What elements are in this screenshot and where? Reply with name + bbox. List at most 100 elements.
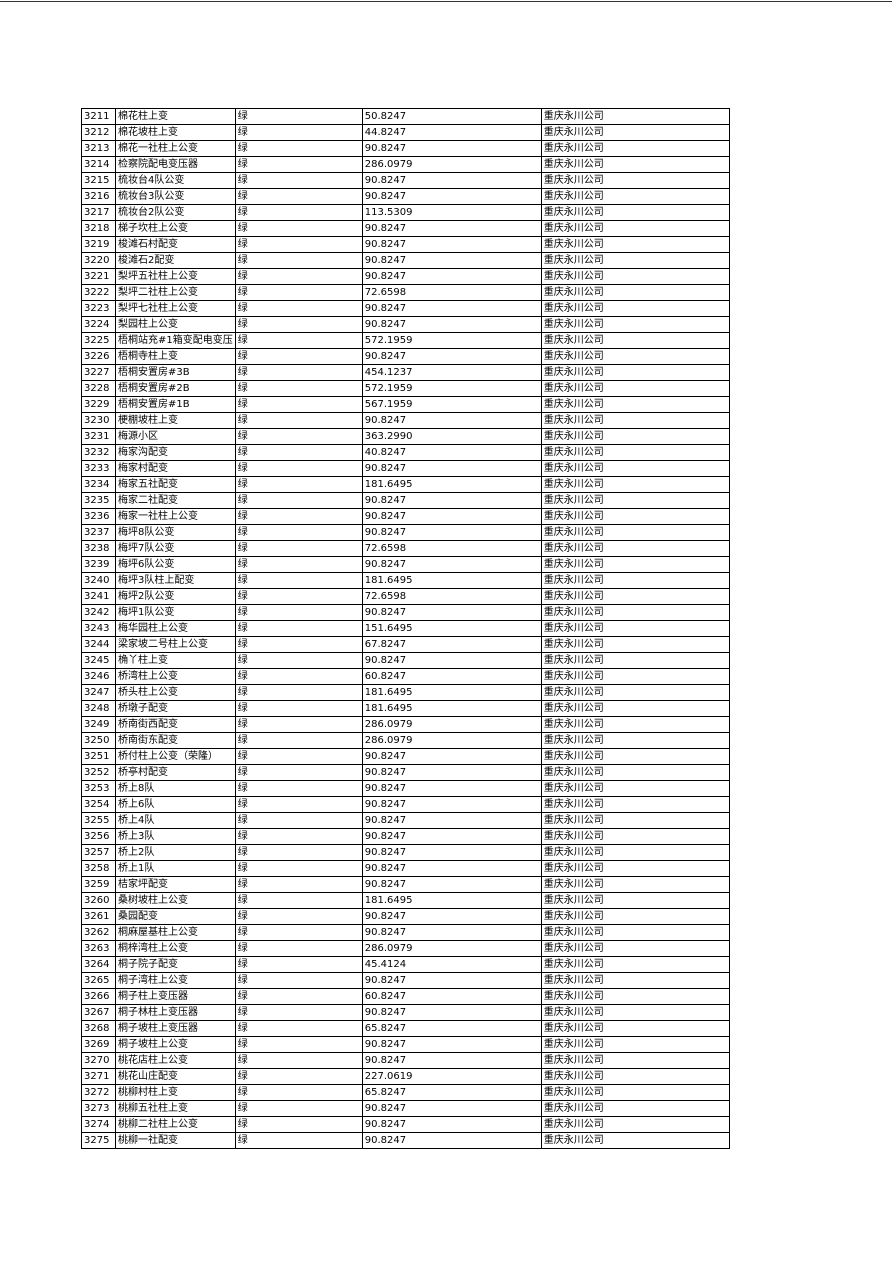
company: 重庆永川公司 — [540, 748, 730, 765]
row-id: 3275 — [81, 1132, 116, 1149]
value: 90.8247 — [361, 908, 542, 925]
station-name: 梳妆台3队公变 — [115, 188, 236, 205]
status: 绿 — [234, 636, 363, 653]
status: 绿 — [234, 924, 363, 941]
company: 重庆永川公司 — [540, 732, 730, 749]
station-name: 梭滩石村配变 — [115, 236, 236, 253]
station-name: 桥上8队 — [115, 780, 236, 797]
status: 绿 — [234, 428, 363, 445]
value: 363.2990 — [361, 428, 542, 445]
station-name: 梅家一社柱上公变 — [115, 508, 236, 525]
row-id: 3219 — [81, 236, 116, 253]
value: 90.8247 — [361, 796, 542, 813]
row-id: 3259 — [81, 876, 116, 893]
row-id: 3244 — [81, 636, 116, 653]
status: 绿 — [234, 748, 363, 765]
station-name: 梅家二社配变 — [115, 492, 236, 509]
table-body: 3211 棉花柱上变绿 50.8247 重庆永川公司 3212 棉花坡柱上变绿 44.824… — [81, 108, 730, 1149]
value: 286.0979 — [361, 156, 542, 173]
status: 绿 — [234, 1132, 363, 1149]
value: 90.8247 — [361, 748, 542, 765]
station-name: 桐子柱上变压器 — [115, 988, 236, 1005]
status: 绿 — [234, 716, 363, 733]
table-row: 3212 棉花坡柱上变绿 44.8247 重庆永川公司 — [81, 124, 730, 141]
station-name: 梗棚坡柱上变 — [115, 412, 236, 429]
value: 72.6598 — [361, 284, 542, 301]
value: 90.8247 — [361, 604, 542, 621]
value: 572.1959 — [361, 332, 542, 349]
station-name: 桐子院子配变 — [115, 956, 236, 973]
status: 绿 — [234, 588, 363, 605]
station-name: 桃花店柱上公变 — [115, 1052, 236, 1069]
status: 绿 — [234, 652, 363, 669]
station-name: 桥亭村配变 — [115, 764, 236, 781]
row-id: 3250 — [81, 732, 116, 749]
table-row: 3231 梅源小区绿 363.2990 重庆永川公司 — [81, 428, 730, 445]
value: 90.8247 — [361, 300, 542, 317]
table-row: 3263 桐梓湾柱上公变绿 286.0979 重庆永川公司 — [81, 940, 730, 957]
table-row: 3240 梅坪3队柱上配变绿 181.6495 重庆永川公司 — [81, 572, 730, 589]
value: 90.8247 — [361, 172, 542, 189]
table-row: 3226 梧桐寺柱上变绿 90.8247 重庆永川公司 — [81, 348, 730, 365]
station-name: 桐子坡柱上公变 — [115, 1036, 236, 1053]
table-row: 3237 梅坪8队公变绿 90.8247 重庆永川公司 — [81, 524, 730, 541]
row-id: 3230 — [81, 412, 116, 429]
row-id: 3232 — [81, 444, 116, 461]
row-id: 3255 — [81, 812, 116, 829]
value: 45.4124 — [361, 956, 542, 973]
row-id: 3215 — [81, 172, 116, 189]
table-row: 3229 梧桐安置房#1B 绿 567.1959 重庆永川公司 — [81, 396, 730, 413]
station-name: 梨坪五社柱上公变 — [115, 268, 236, 285]
row-id: 3242 — [81, 604, 116, 621]
table-row: 3216 梳妆台3队公变绿 90.8247 重庆永川公司 — [81, 188, 730, 205]
company: 重庆永川公司 — [540, 268, 730, 285]
company: 重庆永川公司 — [540, 332, 730, 349]
company: 重庆永川公司 — [540, 1100, 730, 1117]
row-id: 3246 — [81, 668, 116, 685]
row-id: 3270 — [81, 1052, 116, 1069]
status: 绿 — [234, 364, 363, 381]
table-row: 3243 梅华园柱上公变绿 151.6495 重庆永川公司 — [81, 620, 730, 637]
station-name: 梨坪七社柱上公变 — [115, 300, 236, 317]
status: 绿 — [234, 828, 363, 845]
row-id: 3240 — [81, 572, 116, 589]
row-id: 3234 — [81, 476, 116, 493]
status: 绿 — [234, 140, 363, 157]
status: 绿 — [234, 604, 363, 621]
value: 454.1237 — [361, 364, 542, 381]
company: 重庆永川公司 — [540, 1068, 730, 1085]
station-name: 桐麻屋基柱上公变 — [115, 924, 236, 941]
table-row: 3249 桥南街西配变绿 286.0979 重庆永川公司 — [81, 716, 730, 733]
row-id: 3265 — [81, 972, 116, 989]
row-id: 3249 — [81, 716, 116, 733]
company: 重庆永川公司 — [540, 1036, 730, 1053]
value: 90.8247 — [361, 1052, 542, 1069]
value: 113.5309 — [361, 204, 542, 221]
status: 绿 — [234, 108, 363, 125]
row-id: 3258 — [81, 860, 116, 877]
status: 绿 — [234, 972, 363, 989]
status: 绿 — [234, 188, 363, 205]
company: 重庆永川公司 — [540, 668, 730, 685]
value: 567.1959 — [361, 396, 542, 413]
status: 绿 — [234, 732, 363, 749]
station-name: 桥墩子配变 — [115, 700, 236, 717]
top-rule — [0, 1, 892, 2]
table-row: 3230 梗棚坡柱上变绿 90.8247 重庆永川公司 — [81, 412, 730, 429]
station-name: 梧桐安置房#1B — [115, 396, 236, 413]
table-row: 3261 桑园配变绿 90.8247 重庆永川公司 — [81, 908, 730, 925]
table-row: 3266 桐子柱上变压器绿 60.8247 重庆永川公司 — [81, 988, 730, 1005]
table-row: 3248 桥墩子配变绿 181.6495 重庆永川公司 — [81, 700, 730, 717]
company: 重庆永川公司 — [540, 428, 730, 445]
status: 绿 — [234, 252, 363, 269]
table-row: 3221 梨坪五社柱上公变绿 90.8247 重庆永川公司 — [81, 268, 730, 285]
company: 重庆永川公司 — [540, 412, 730, 429]
row-id: 3238 — [81, 540, 116, 557]
table-row: 3227 梧桐安置房#3B 绿 454.1237 重庆永川公司 — [81, 364, 730, 381]
row-id: 3241 — [81, 588, 116, 605]
company: 重庆永川公司 — [540, 124, 730, 141]
company: 重庆永川公司 — [540, 364, 730, 381]
station-name: 棉花柱上变 — [115, 108, 236, 125]
value: 90.8247 — [361, 268, 542, 285]
value: 181.6495 — [361, 700, 542, 717]
